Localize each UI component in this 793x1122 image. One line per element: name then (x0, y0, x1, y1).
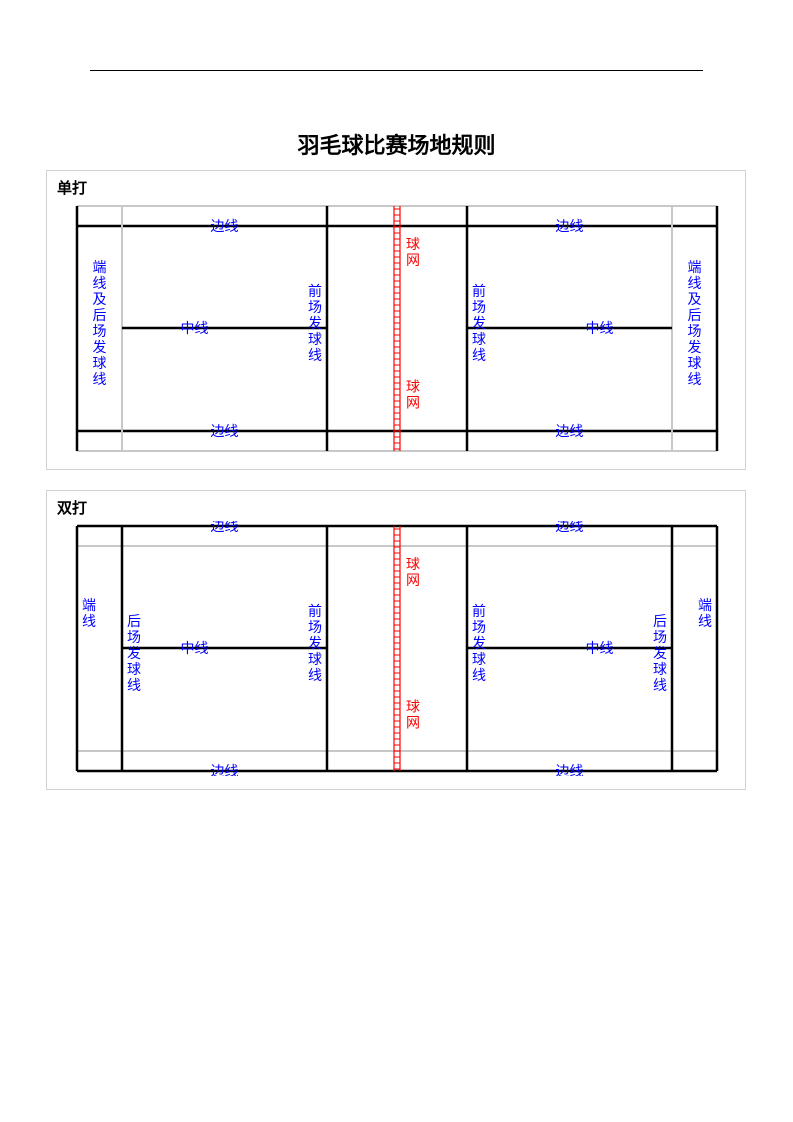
end-line-label: 端线及后场发球线 (93, 260, 107, 388)
end-line-label: 端线及后场发球线 (688, 260, 702, 388)
side-line-label: 边线 (556, 219, 584, 235)
net-label: 球网 (406, 237, 420, 269)
net-label: 球网 (406, 700, 420, 732)
center-line-label: 中线 (181, 641, 209, 657)
back-serve-line-label: 后场发球线 (127, 614, 141, 694)
side-line-label: 边线 (211, 424, 239, 440)
side-line-label: 边线 (556, 764, 584, 776)
side-line-label: 边线 (211, 764, 239, 776)
front-serve-line-label: 前场发球线 (472, 603, 486, 684)
page: 羽毛球比赛场地规则 单打 边线边线边线边线中线中线前场发球线前场发球线球网球网端… (0, 0, 793, 1122)
doubles-court: 边线边线边线边线中线中线前场发球线前场发球线球网球网端线端线后场发球线后场发球线 (67, 521, 727, 776)
center-line-label: 中线 (181, 321, 209, 337)
singles-label: 单打 (57, 177, 87, 198)
top-rule (90, 70, 703, 71)
doubles-panel: 双打 边线边线边线边线中线中线前场发球线前场发球线球网球网端线端线后场发球线后场… (46, 490, 746, 790)
side-line-label: 边线 (556, 424, 584, 440)
net-label: 球网 (406, 557, 420, 589)
end-line-label: 端线 (82, 598, 96, 630)
singles-panel: 单打 边线边线边线边线中线中线前场发球线前场发球线球网球网端线及后场发球线端线及… (46, 170, 746, 470)
end-line-label: 端线 (698, 598, 712, 630)
singles-court: 边线边线边线边线中线中线前场发球线前场发球线球网球网端线及后场发球线端线及后场发… (67, 201, 727, 456)
front-serve-line-label: 前场发球线 (472, 283, 486, 364)
center-line-label: 中线 (586, 641, 614, 657)
back-serve-line-label: 后场发球线 (653, 614, 667, 694)
page-title: 羽毛球比赛场地规则 (0, 128, 793, 160)
side-line-label: 边线 (211, 521, 239, 535)
center-line-label: 中线 (586, 321, 614, 337)
net-label: 球网 (406, 380, 420, 412)
doubles-label: 双打 (57, 497, 87, 518)
front-serve-line-label: 前场发球线 (308, 283, 322, 364)
side-line-label: 边线 (211, 219, 239, 235)
front-serve-line-label: 前场发球线 (308, 603, 322, 684)
side-line-label: 边线 (556, 521, 584, 535)
